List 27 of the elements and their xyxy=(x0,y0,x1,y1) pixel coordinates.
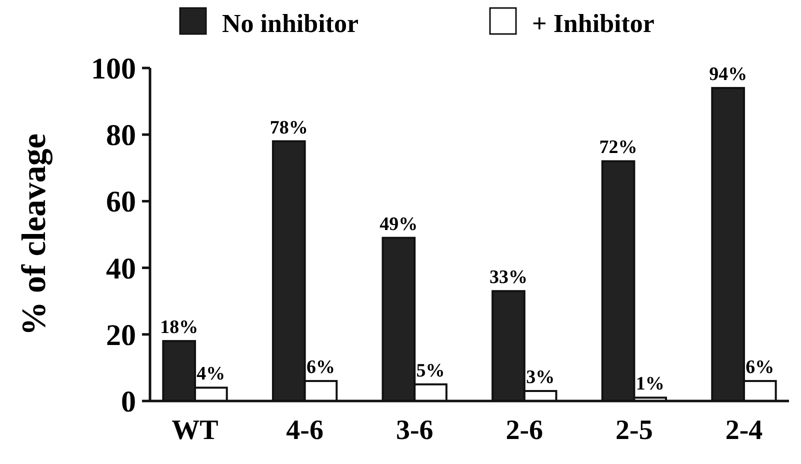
data-label: 49% xyxy=(380,214,418,235)
data-label: 1% xyxy=(636,374,664,395)
data-label: 18% xyxy=(160,317,198,338)
x-tick-label: 3-6 xyxy=(396,415,434,446)
data-label: 78% xyxy=(270,117,308,138)
data-label: 3% xyxy=(526,367,555,388)
legend-label: No inhibitor xyxy=(222,9,359,38)
data-label: 72% xyxy=(599,137,638,158)
legend-label: + Inhibitor xyxy=(532,9,654,38)
data-label: 6% xyxy=(306,357,335,378)
y-tick-label: 60 xyxy=(106,186,136,219)
data-label: 5% xyxy=(416,360,445,382)
y-tick-label: 0 xyxy=(121,386,136,418)
data-label: 33% xyxy=(489,267,528,288)
y-tick-label: 80 xyxy=(106,119,136,152)
x-tick-label: 4-6 xyxy=(286,415,324,446)
data-label: 6% xyxy=(746,357,774,378)
x-tick-label: 2-4 xyxy=(725,415,763,446)
data-label: 94% xyxy=(709,64,748,85)
y-tick-label: 20 xyxy=(106,318,136,352)
x-tick-label: 2-5 xyxy=(616,415,653,446)
data-label: 4% xyxy=(196,364,226,385)
x-tick-label: WT xyxy=(172,415,219,446)
y-tick-label: 100 xyxy=(91,52,136,86)
x-tick-label: 2-6 xyxy=(506,415,544,446)
y-axis-title: % of cleavage xyxy=(16,133,53,336)
y-tick-label: 40 xyxy=(106,252,136,286)
